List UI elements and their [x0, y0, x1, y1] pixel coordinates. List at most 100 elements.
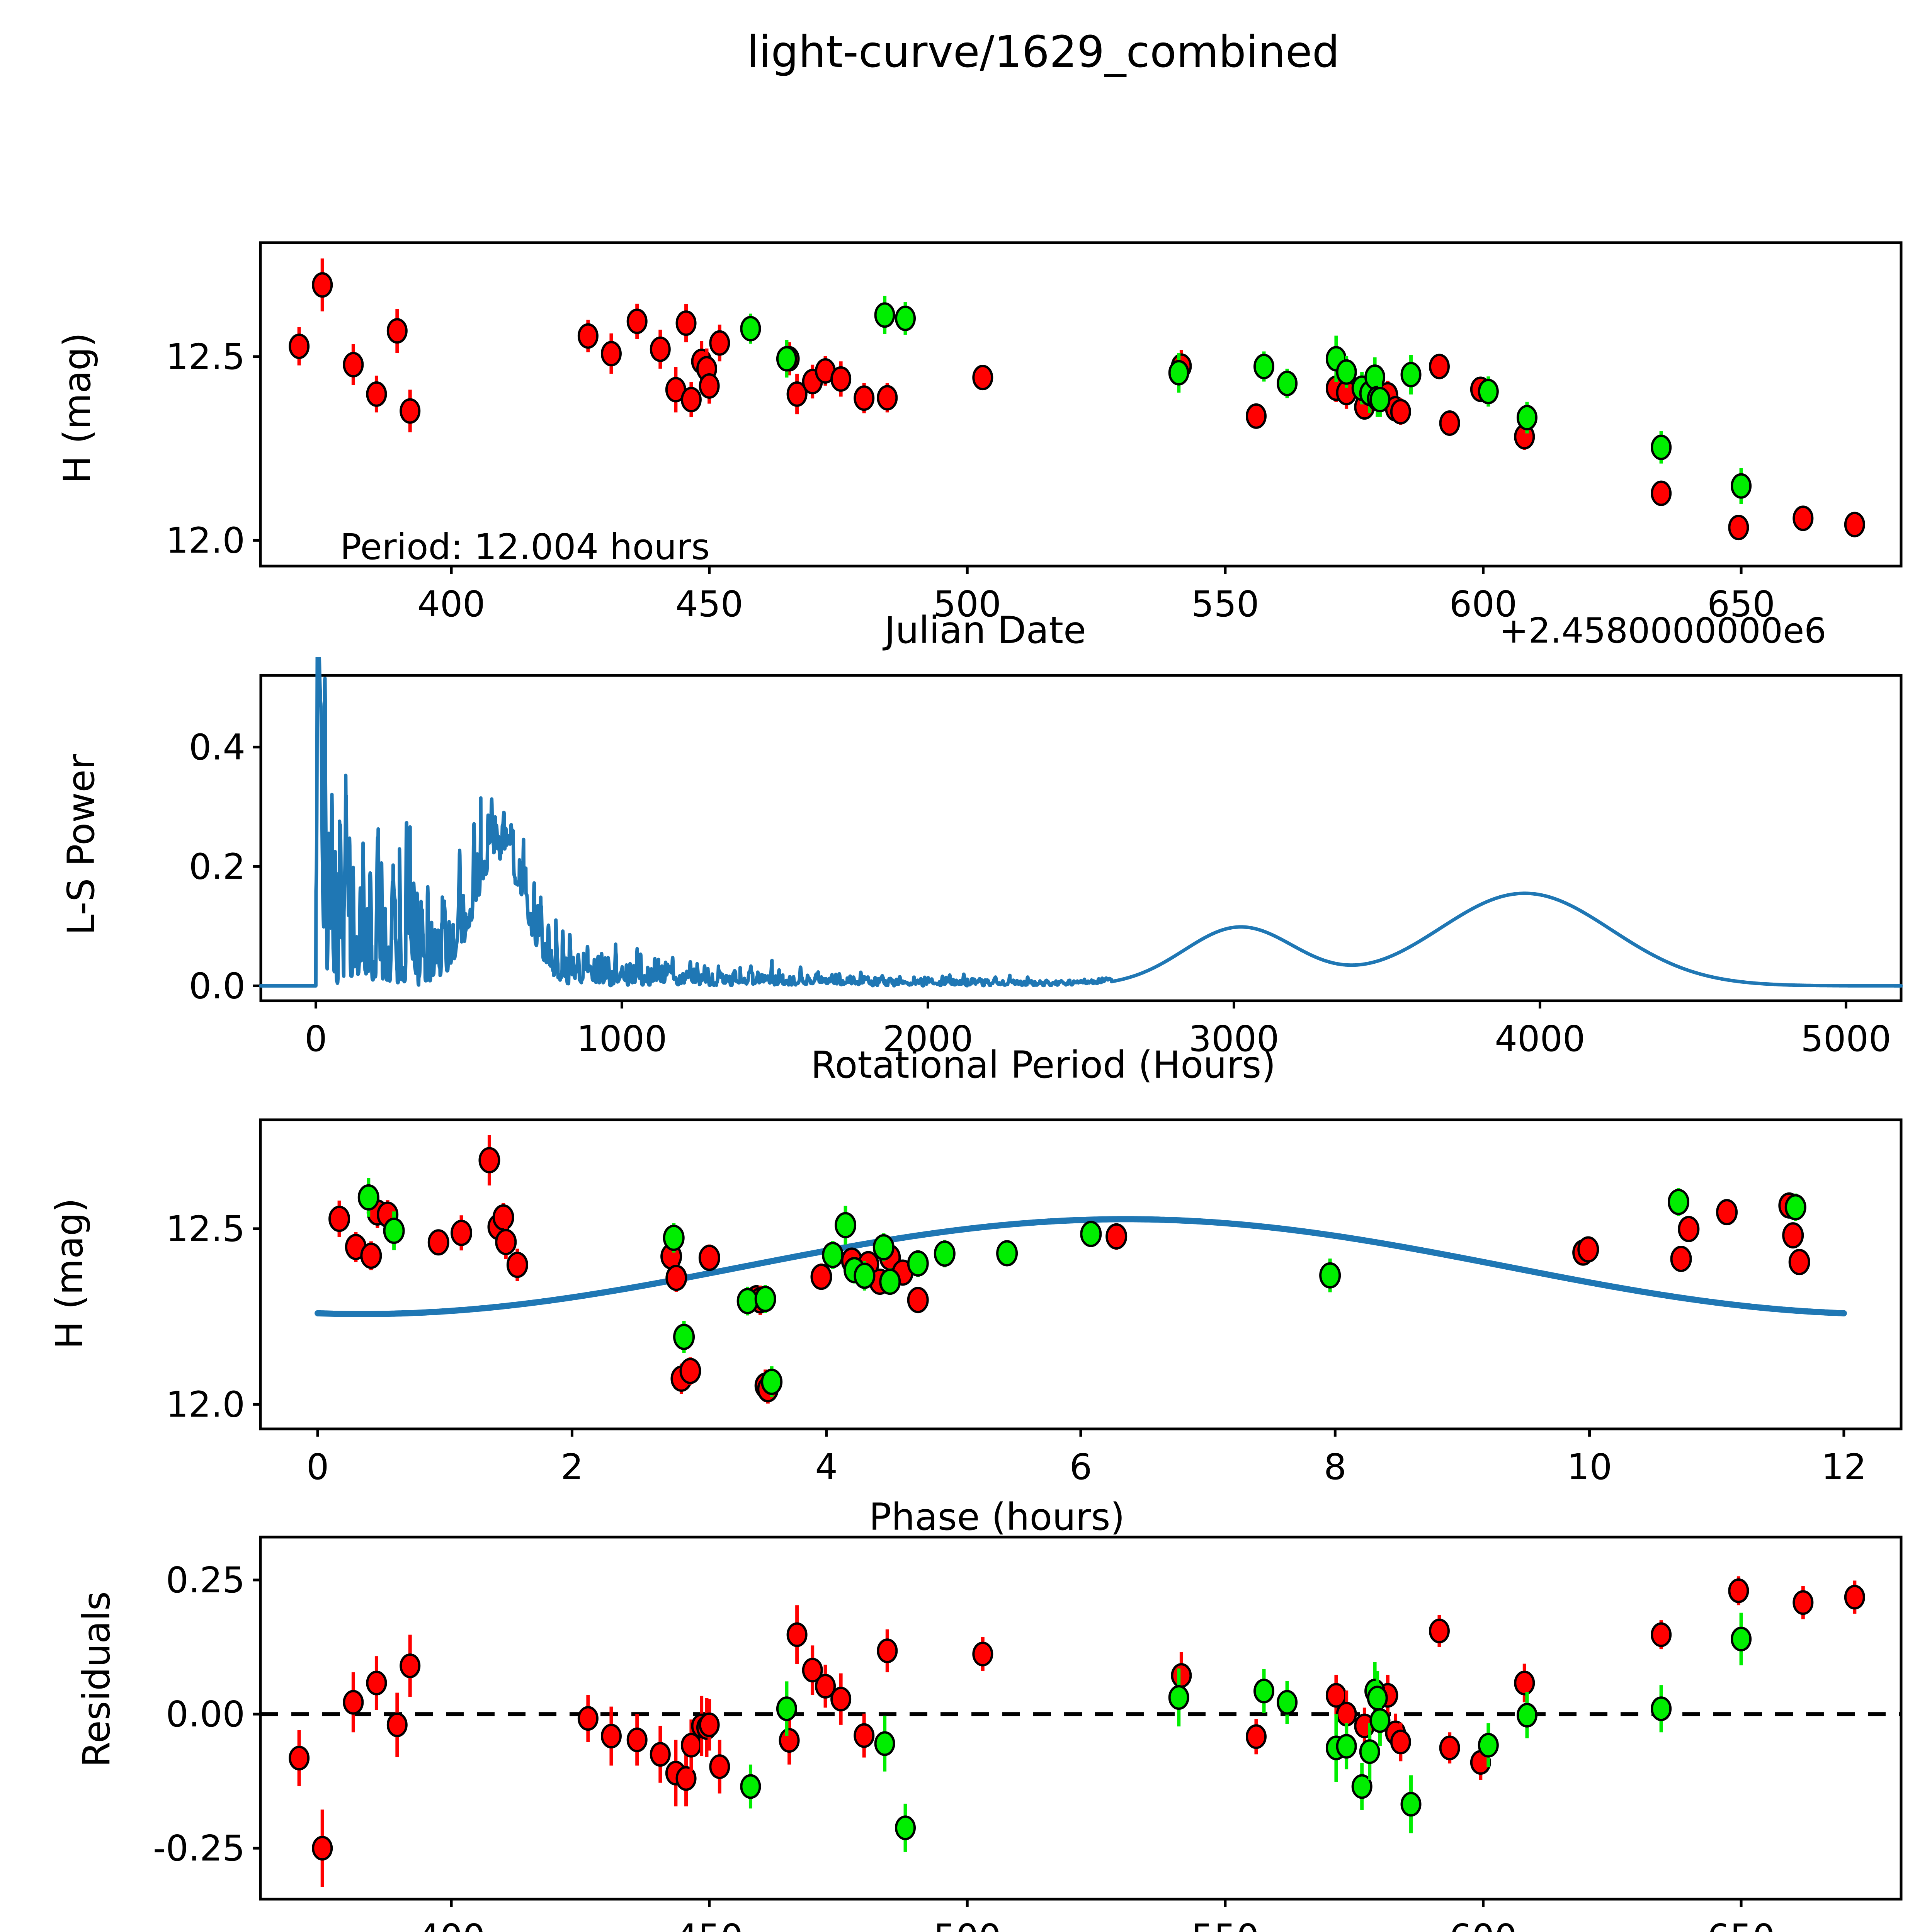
data-point: [1782, 1222, 1804, 1249]
data-point: [506, 1252, 528, 1278]
data-point: [1651, 434, 1672, 460]
data-point: [451, 1219, 473, 1246]
data-point: [786, 1622, 808, 1647]
data-point: [1577, 1236, 1599, 1263]
data-point: [289, 1745, 310, 1770]
x-tick-label: 0: [304, 1018, 327, 1060]
data-point: [972, 1641, 993, 1667]
data-point: [1253, 1679, 1275, 1704]
x-tick-label: 1000: [577, 1018, 667, 1060]
data-point: [1277, 1690, 1298, 1715]
data-point: [675, 1766, 697, 1791]
data-point: [1844, 1585, 1865, 1610]
x-tick-label: 5000: [1801, 1018, 1891, 1060]
data-point: [343, 1690, 364, 1715]
data-point: [740, 316, 761, 342]
data-point: [343, 352, 364, 378]
data-point: [1728, 1578, 1749, 1603]
data-point: [872, 1234, 895, 1260]
y-tick-label: 12.5: [166, 1208, 245, 1250]
data-point: [366, 381, 387, 407]
data-point: [1429, 354, 1450, 379]
data-point: [1245, 1724, 1267, 1749]
x-tick-label: 650: [1707, 1917, 1775, 1932]
x-tick-label: 2000: [883, 1018, 973, 1060]
data-point: [360, 1242, 382, 1269]
data-point: [907, 1287, 929, 1313]
data-point: [779, 1728, 800, 1753]
axes-frame: [259, 1118, 1903, 1430]
x-tick-label: 6: [1070, 1446, 1092, 1488]
data-point: [698, 1245, 720, 1271]
data-point: [835, 1212, 857, 1238]
data-point: [1390, 399, 1411, 425]
data-point: [854, 1262, 876, 1289]
data-point: [312, 1836, 333, 1861]
x-tick-label: 0: [306, 1446, 329, 1488]
data-point: [699, 1712, 720, 1737]
data-point: [877, 1638, 898, 1663]
x-tick-label: 600: [1449, 1917, 1517, 1932]
data-point: [1336, 1734, 1357, 1759]
data-point: [600, 1724, 622, 1749]
data-point: [1336, 1702, 1357, 1727]
data-point: [626, 1727, 648, 1752]
x-tick-label: 8: [1324, 1446, 1347, 1488]
data-point: [776, 1696, 797, 1721]
data-point: [776, 346, 797, 372]
data-point: [1793, 1590, 1814, 1615]
data-point: [1516, 1702, 1537, 1728]
data-point: [830, 366, 852, 392]
data-point: [1336, 359, 1357, 385]
data-point: [907, 1250, 929, 1277]
x-tick-label: 450: [675, 583, 743, 625]
data-point: [675, 310, 697, 336]
data-point: [577, 1706, 599, 1731]
data-point: [492, 1204, 514, 1231]
data-point: [1439, 410, 1460, 436]
data-point: [830, 1687, 852, 1712]
axes-frame: [259, 241, 1903, 568]
data-point: [934, 1240, 956, 1267]
panel-phase-folded: 12.5 12.0 0 2 4 6 8 10 12: [0, 1105, 1932, 1507]
data-point: [895, 305, 916, 331]
x-tick-label: 500: [933, 1917, 1001, 1932]
axes-frame: [259, 1536, 1903, 1901]
data-point: [1168, 360, 1189, 386]
x-tick-label: 4000: [1495, 1018, 1585, 1060]
data-point: [1731, 1626, 1752, 1651]
data-point: [1844, 512, 1865, 537]
data-point: [650, 336, 671, 362]
axes-frame: [259, 674, 1903, 1002]
data-point: [1784, 1194, 1806, 1221]
data-point: [709, 1754, 730, 1779]
y-tick-label: 0.25: [166, 1560, 245, 1601]
data-point: [680, 387, 702, 413]
data-point: [1728, 515, 1749, 541]
y-tick-label: -0.25: [153, 1828, 245, 1869]
data-point: [386, 1712, 408, 1737]
data-point: [895, 1815, 916, 1840]
data-point: [1105, 1223, 1128, 1250]
data-point: [1429, 1618, 1450, 1643]
panel-residuals: 0.25 0.00 -0.25 400 450 500 550 600 650: [0, 1507, 1932, 1932]
data-point: [577, 323, 599, 349]
data-point: [854, 1723, 875, 1748]
figure-title: light-curve/1629_combined: [747, 27, 1340, 77]
data-point: [400, 398, 421, 424]
data-point: [1400, 1792, 1422, 1817]
data-point: [1478, 1733, 1499, 1758]
data-point: [1359, 1739, 1380, 1764]
data-point: [1400, 362, 1422, 388]
data-point: [1369, 1708, 1391, 1733]
data-point: [1277, 371, 1298, 396]
y-tick-label: 0.00: [166, 1694, 245, 1735]
x-tick-label: 12: [1821, 1446, 1866, 1488]
data-point: [1667, 1189, 1689, 1215]
data-point: [1478, 379, 1499, 405]
data-point: [1390, 1730, 1411, 1755]
data-point: [740, 1774, 761, 1799]
periodogram-curve: [259, 657, 1903, 988]
lightcurve-x-offset-text: +2.4580000000e6: [1499, 611, 1827, 651]
